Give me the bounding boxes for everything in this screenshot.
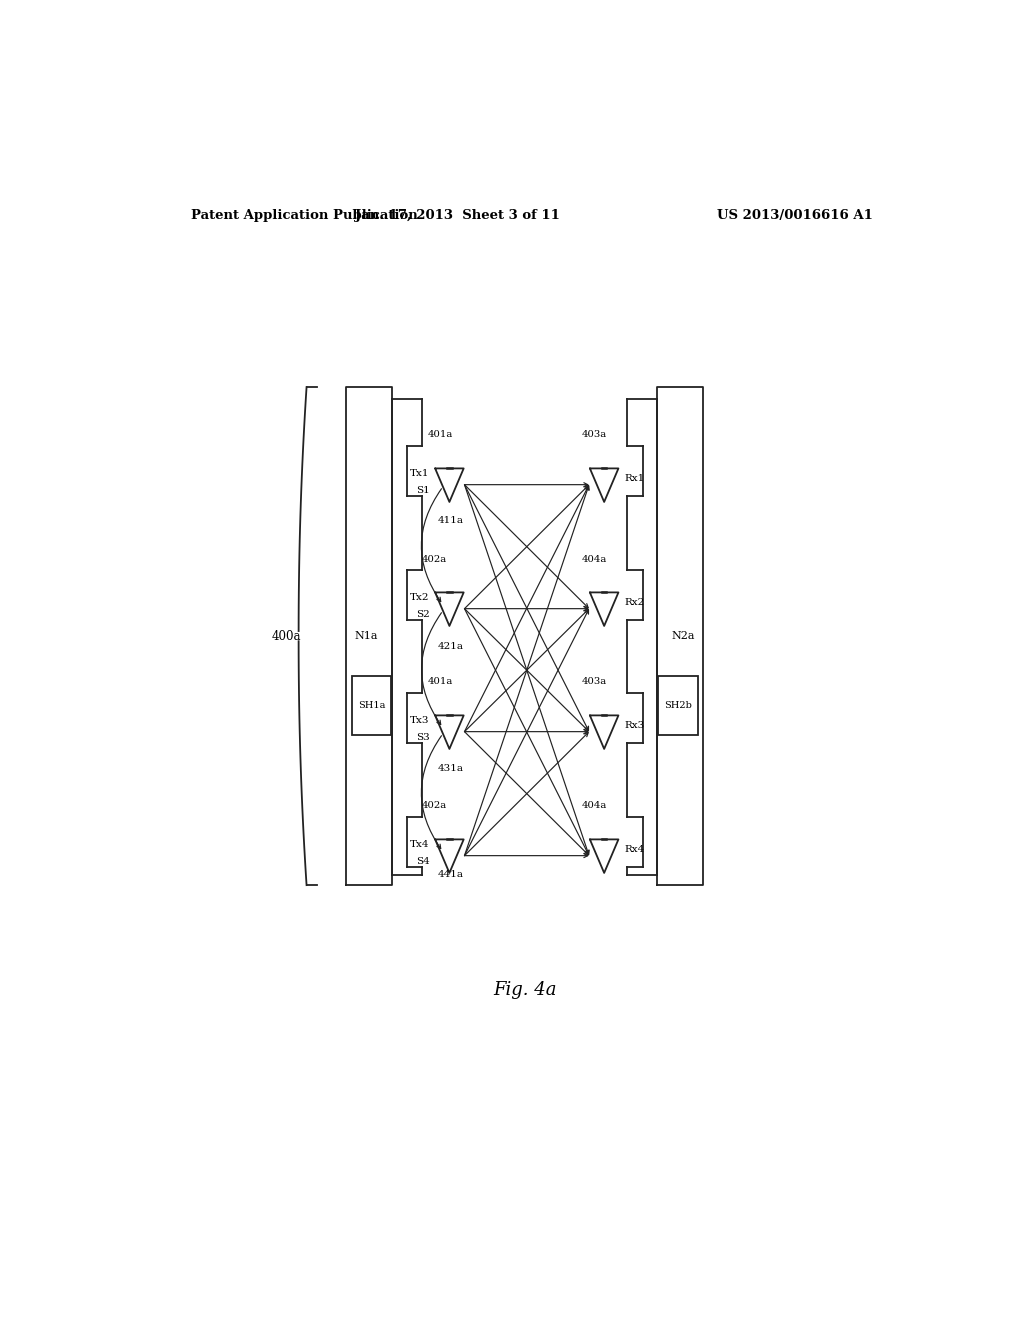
Text: US 2013/0016616 A1: US 2013/0016616 A1 <box>717 209 872 222</box>
Text: 421a: 421a <box>437 642 464 651</box>
FancyArrowPatch shape <box>465 483 588 487</box>
FancyArrowPatch shape <box>465 730 588 734</box>
Text: Tx3: Tx3 <box>410 715 430 725</box>
Text: 404a: 404a <box>582 554 607 564</box>
Text: 400a: 400a <box>272 630 301 643</box>
Text: 403a: 403a <box>582 430 607 440</box>
FancyArrowPatch shape <box>465 484 589 730</box>
Bar <box>658 676 697 735</box>
Text: Rx3: Rx3 <box>624 721 644 730</box>
Text: Rx1: Rx1 <box>624 474 644 483</box>
Text: Jan. 17, 2013  Sheet 3 of 11: Jan. 17, 2013 Sheet 3 of 11 <box>355 209 560 222</box>
Text: Fig. 4a: Fig. 4a <box>493 981 557 999</box>
Text: Patent Application Publication: Patent Application Publication <box>191 209 418 222</box>
Text: Tx2: Tx2 <box>410 593 430 602</box>
FancyArrowPatch shape <box>465 486 588 609</box>
Text: 402a: 402a <box>422 801 446 810</box>
FancyArrowPatch shape <box>421 488 441 602</box>
Text: 431a: 431a <box>437 764 464 772</box>
Text: 401a: 401a <box>428 430 454 440</box>
FancyArrowPatch shape <box>465 731 588 855</box>
Text: S4: S4 <box>416 857 430 866</box>
FancyArrowPatch shape <box>465 854 588 858</box>
Text: Tx1: Tx1 <box>410 469 430 478</box>
Text: 401a: 401a <box>428 677 454 686</box>
Text: S2: S2 <box>416 610 430 619</box>
FancyArrowPatch shape <box>465 610 589 855</box>
Text: SH2b: SH2b <box>664 701 692 710</box>
FancyArrowPatch shape <box>465 609 588 731</box>
FancyArrowPatch shape <box>465 733 588 855</box>
Bar <box>352 676 391 735</box>
Text: S1: S1 <box>416 486 430 495</box>
Text: 403a: 403a <box>582 677 607 686</box>
FancyArrowPatch shape <box>465 486 589 855</box>
Text: N2a: N2a <box>672 631 695 642</box>
Text: N1a: N1a <box>354 631 378 642</box>
Text: Rx4: Rx4 <box>624 845 644 854</box>
FancyArrowPatch shape <box>421 735 441 849</box>
FancyArrowPatch shape <box>422 612 441 725</box>
Text: 411a: 411a <box>437 516 464 525</box>
Text: 402a: 402a <box>422 554 446 564</box>
FancyArrowPatch shape <box>465 486 589 731</box>
Text: 404a: 404a <box>582 801 607 810</box>
FancyArrowPatch shape <box>465 609 589 854</box>
FancyArrowPatch shape <box>465 484 589 854</box>
FancyArrowPatch shape <box>465 607 588 611</box>
Text: Rx2: Rx2 <box>624 598 644 607</box>
Text: Tx4: Tx4 <box>410 840 430 849</box>
FancyArrowPatch shape <box>465 484 588 607</box>
FancyArrowPatch shape <box>465 610 588 731</box>
Text: SH1a: SH1a <box>358 701 385 710</box>
Text: S3: S3 <box>416 733 430 742</box>
Text: 441a: 441a <box>437 870 464 879</box>
